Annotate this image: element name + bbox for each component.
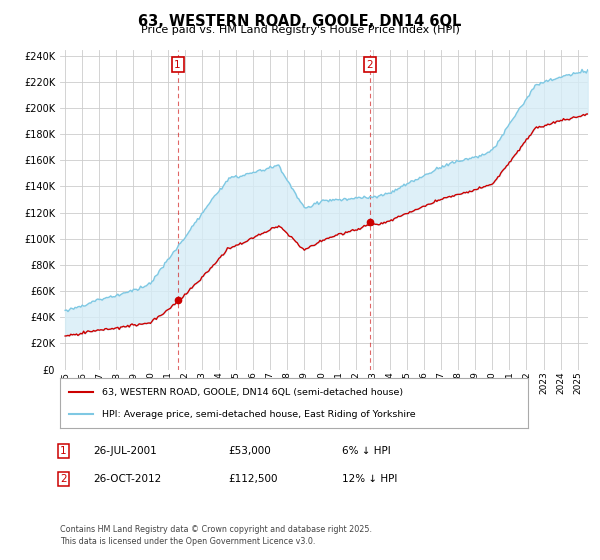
Text: 63, WESTERN ROAD, GOOLE, DN14 6QL (semi-detached house): 63, WESTERN ROAD, GOOLE, DN14 6QL (semi-…	[102, 388, 403, 396]
Text: 2: 2	[367, 60, 373, 70]
Text: 26-JUL-2001: 26-JUL-2001	[93, 446, 157, 456]
Text: 1: 1	[60, 446, 67, 456]
Text: 12% ↓ HPI: 12% ↓ HPI	[342, 474, 397, 484]
Text: £53,000: £53,000	[228, 446, 271, 456]
Text: Contains HM Land Registry data © Crown copyright and database right 2025.
This d: Contains HM Land Registry data © Crown c…	[60, 525, 372, 546]
Text: £112,500: £112,500	[228, 474, 277, 484]
Text: Price paid vs. HM Land Registry's House Price Index (HPI): Price paid vs. HM Land Registry's House …	[140, 25, 460, 35]
Text: 1: 1	[175, 60, 181, 70]
Text: HPI: Average price, semi-detached house, East Riding of Yorkshire: HPI: Average price, semi-detached house,…	[102, 410, 416, 419]
Text: 6% ↓ HPI: 6% ↓ HPI	[342, 446, 391, 456]
Text: 63, WESTERN ROAD, GOOLE, DN14 6QL: 63, WESTERN ROAD, GOOLE, DN14 6QL	[139, 14, 461, 29]
Text: 2: 2	[60, 474, 67, 484]
Text: 26-OCT-2012: 26-OCT-2012	[93, 474, 161, 484]
